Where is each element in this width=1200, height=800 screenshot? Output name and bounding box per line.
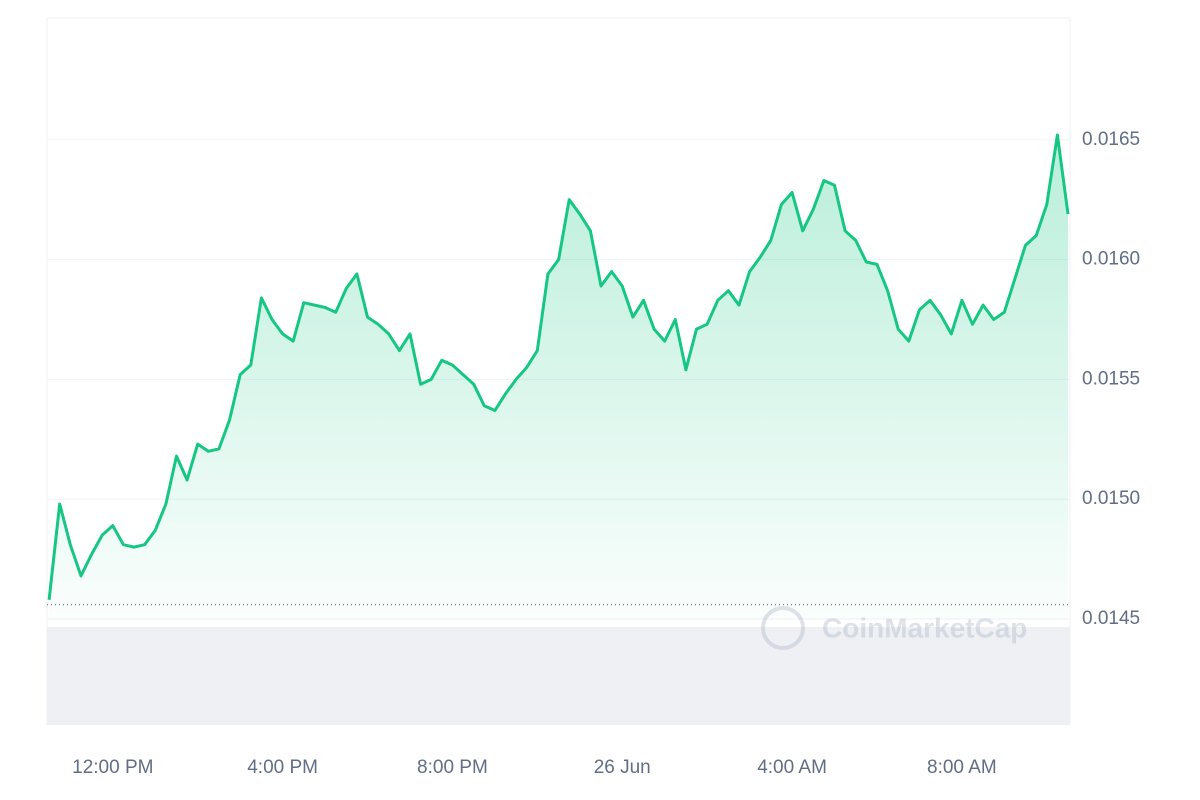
y-tick-label: 0.0160 (1082, 249, 1140, 270)
x-tick-label: 8:00 AM (927, 757, 997, 778)
y-tick-label: 0.0150 (1082, 488, 1140, 509)
x-tick-label: 8:00 PM (417, 757, 488, 778)
plot-frame (47, 17, 1071, 725)
x-tick-label: 26 Jun (594, 757, 651, 778)
price-area (49, 135, 1069, 619)
y-tick-label: 0.0165 (1082, 129, 1140, 150)
y-tick-label: 0.0145 (1082, 608, 1140, 629)
price-line (47, 133, 1070, 600)
x-tick-label: 12:00 PM (72, 757, 153, 778)
y-tick-label: 0.0155 (1082, 368, 1140, 389)
volume-area (47, 627, 1070, 725)
x-tick-label: 4:00 PM (247, 757, 318, 778)
x-tick-label: 4:00 AM (757, 757, 827, 778)
